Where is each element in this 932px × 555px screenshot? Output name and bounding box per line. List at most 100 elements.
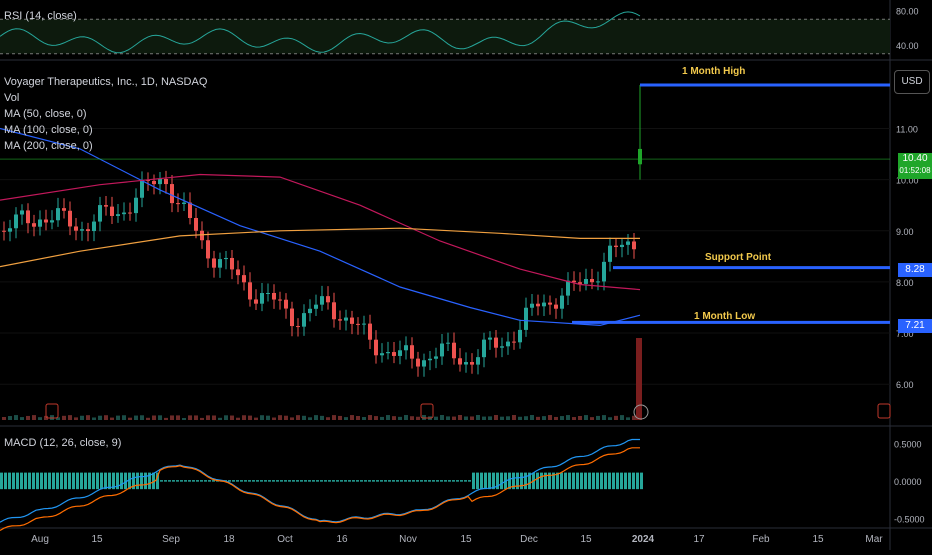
- macd-histogram-bar: [288, 480, 291, 482]
- candle-body: [86, 229, 90, 232]
- volume-bar: [32, 415, 36, 420]
- macd-legend: MACD (12, 26, close, 9): [4, 435, 121, 451]
- volume-bar: [194, 415, 198, 420]
- candle-body: [428, 358, 432, 361]
- candle-body: [350, 317, 354, 324]
- ma50-line: [0, 127, 641, 327]
- time-tick-label: Sep: [162, 534, 180, 545]
- candle-body: [356, 323, 360, 325]
- macd-histogram-bar: [96, 472, 99, 490]
- candle-body: [626, 241, 630, 245]
- candle-body: [584, 278, 588, 284]
- macd-histogram-bar: [512, 472, 515, 490]
- macd-histogram-bar: [580, 472, 583, 490]
- macd-histogram-bar: [572, 472, 575, 490]
- macd-histogram-bar: [72, 472, 75, 490]
- candle-body: [458, 358, 462, 365]
- macd-histogram-bar: [616, 472, 619, 490]
- candle-body: [26, 210, 30, 224]
- candle-body: [62, 208, 66, 211]
- volume-bar: [476, 415, 480, 420]
- macd-histogram-bar: [280, 480, 283, 482]
- macd-histogram-bar: [292, 480, 295, 482]
- candle-body: [536, 303, 540, 307]
- volume-bar: [164, 417, 168, 420]
- macd-histogram-bar: [28, 472, 31, 490]
- candle-body: [398, 350, 402, 356]
- volume-bar: [410, 416, 414, 420]
- candle-body: [92, 221, 96, 232]
- volume-bar: [632, 415, 636, 420]
- macd-signal-line: [0, 447, 640, 532]
- macd-histogram-bar: [132, 472, 135, 490]
- candle-body: [512, 341, 516, 343]
- currency-button[interactable]: USD: [894, 70, 930, 94]
- candle-body: [602, 261, 606, 282]
- volume-bar: [560, 416, 564, 420]
- candle-body: [32, 223, 36, 227]
- candle-body: [2, 230, 6, 232]
- volume-bar: [338, 415, 342, 420]
- candle-body: [614, 245, 618, 248]
- candle-body: [146, 179, 150, 181]
- volume-bar: [614, 415, 618, 420]
- volume-bar: [314, 415, 318, 420]
- macd-histogram-bar: [124, 472, 127, 490]
- macd-histogram-bar: [540, 472, 543, 490]
- volume-bar: [440, 415, 444, 420]
- volume-bar: [416, 416, 420, 420]
- macd-histogram-bar: [424, 480, 427, 482]
- macd-histogram-bar: [200, 480, 203, 482]
- macd-histogram-bar: [252, 480, 255, 482]
- candle-body: [332, 302, 336, 320]
- candle-body: [392, 352, 396, 356]
- macd-histogram-bar: [584, 472, 587, 490]
- volume-bar: [572, 417, 576, 420]
- macd-histogram-bar: [240, 480, 243, 482]
- candle-body: [494, 337, 498, 348]
- candle-body: [266, 292, 270, 294]
- low-price-tag: 7.21: [898, 319, 932, 333]
- macd-histogram-bar: [440, 480, 443, 482]
- price-tick-label: 10.00: [896, 176, 919, 186]
- volume-bar: [374, 416, 378, 420]
- volume-bar: [296, 415, 300, 420]
- macd-histogram-bar: [628, 472, 631, 490]
- volume-bar: [224, 415, 228, 420]
- time-tick-label: Nov: [399, 534, 417, 545]
- volume-bar: [434, 416, 438, 420]
- ma100-line: [0, 173, 641, 291]
- volume-bar: [212, 415, 216, 420]
- time-tick-label: Oct: [277, 534, 293, 545]
- volume-bar: [20, 417, 24, 420]
- macd-histogram-bar: [372, 480, 375, 482]
- volume-bar: [278, 415, 282, 420]
- macd-histogram-bar: [156, 472, 159, 490]
- rsi-legend: RSI (14, close): [4, 8, 77, 24]
- macd-histogram-bar: [328, 480, 331, 482]
- price-tick-label: 9.00: [896, 227, 914, 237]
- macd-histogram-bar: [236, 480, 239, 482]
- candle-body: [200, 230, 204, 241]
- macd-histogram-bar: [76, 472, 79, 490]
- macd-line: [0, 438, 640, 523]
- countdown-value: 01:52:08: [899, 166, 931, 175]
- volume-bar: [140, 415, 144, 420]
- candle-body: [314, 304, 318, 309]
- macd-histogram-bar: [500, 472, 503, 490]
- candle-body: [482, 339, 486, 358]
- macd-histogram-bar: [140, 472, 143, 490]
- volume-bar: [524, 416, 528, 420]
- macd-histogram-bar: [324, 480, 327, 482]
- volume-bar: [404, 415, 408, 420]
- macd-histogram-bar: [32, 472, 35, 490]
- macd-histogram-bar: [188, 480, 191, 482]
- macd-histogram-bar: [356, 480, 359, 482]
- macd-histogram-bar: [104, 472, 107, 490]
- time-tick-label: 15: [460, 534, 472, 545]
- volume-bar: [14, 415, 18, 420]
- volume-bar: [362, 417, 366, 420]
- candle-body: [548, 302, 552, 305]
